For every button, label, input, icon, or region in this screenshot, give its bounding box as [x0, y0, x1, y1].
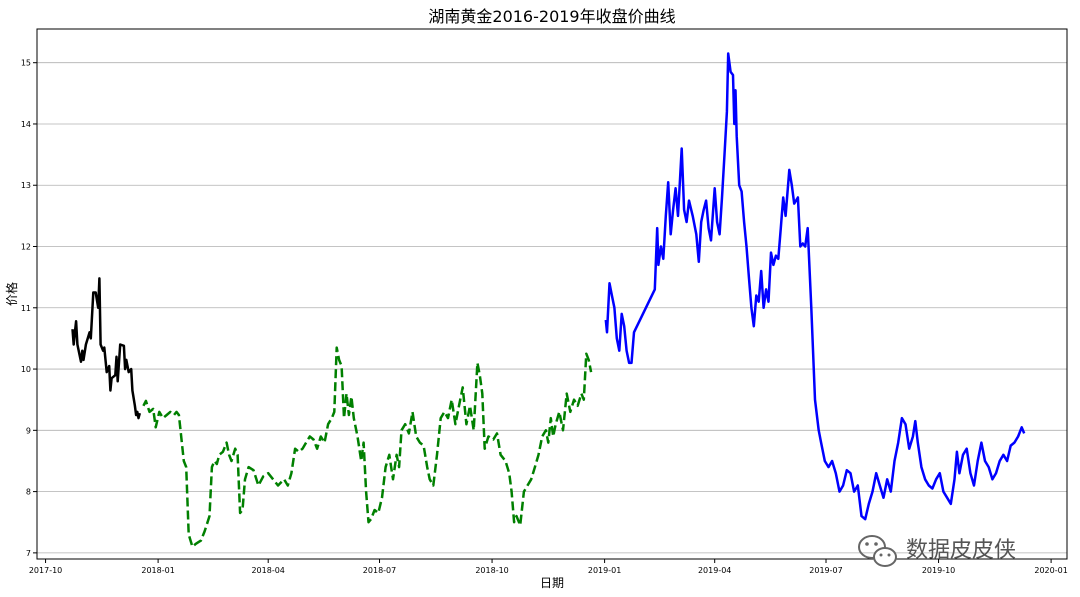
y-tick-label: 9	[26, 426, 31, 435]
x-tick-label: 2019-10	[922, 566, 955, 575]
x-tick-label: 2018-10	[475, 566, 508, 575]
x-tick-label: 2018-07	[363, 566, 396, 575]
y-tick-label: 11	[21, 304, 31, 313]
y-tick-label: 10	[21, 365, 31, 374]
x-tick-label: 2018-04	[251, 566, 284, 575]
y-tick-label: 7	[26, 549, 31, 558]
x-tick-label: 2018-01	[141, 566, 174, 575]
x-tick-label: 2020-01	[1034, 566, 1067, 575]
y-axis: 7 8 9 10 11 12 13 14 15	[21, 59, 37, 558]
x-tick-label: 2019-04	[698, 566, 731, 575]
y-tick-label: 8	[26, 488, 31, 497]
watermark-text: 数据皮皮侠	[906, 538, 1016, 563]
x-axis: 2017-10 2018-01 2018-04 2018-07 2018-10 2019-…	[29, 559, 1068, 575]
y-tick-label: 12	[21, 243, 31, 252]
x-tick-label: 2019-01	[588, 566, 621, 575]
series-line-3	[604, 52, 1026, 521]
series-line-1	[71, 277, 142, 420]
y-tick-label: 14	[21, 120, 31, 129]
y-axis-label: 价格	[4, 282, 19, 306]
grid-lines	[37, 62, 1067, 554]
x-tick-label: 2017-10	[29, 566, 62, 575]
x-tick-label: 2019-07	[809, 566, 842, 575]
watermark: 数据皮皮侠	[858, 535, 1016, 567]
x-axis-label: 日期	[540, 576, 564, 590]
chart-title: 湖南黄金2016-2019年收盘价曲线	[428, 7, 675, 26]
series-layer	[71, 52, 1026, 548]
y-tick-label: 15	[21, 59, 31, 68]
wechat-icon	[858, 535, 897, 567]
series-line-2	[142, 346, 593, 548]
y-tick-label: 13	[21, 181, 31, 190]
plot-frame	[36, 28, 1068, 560]
